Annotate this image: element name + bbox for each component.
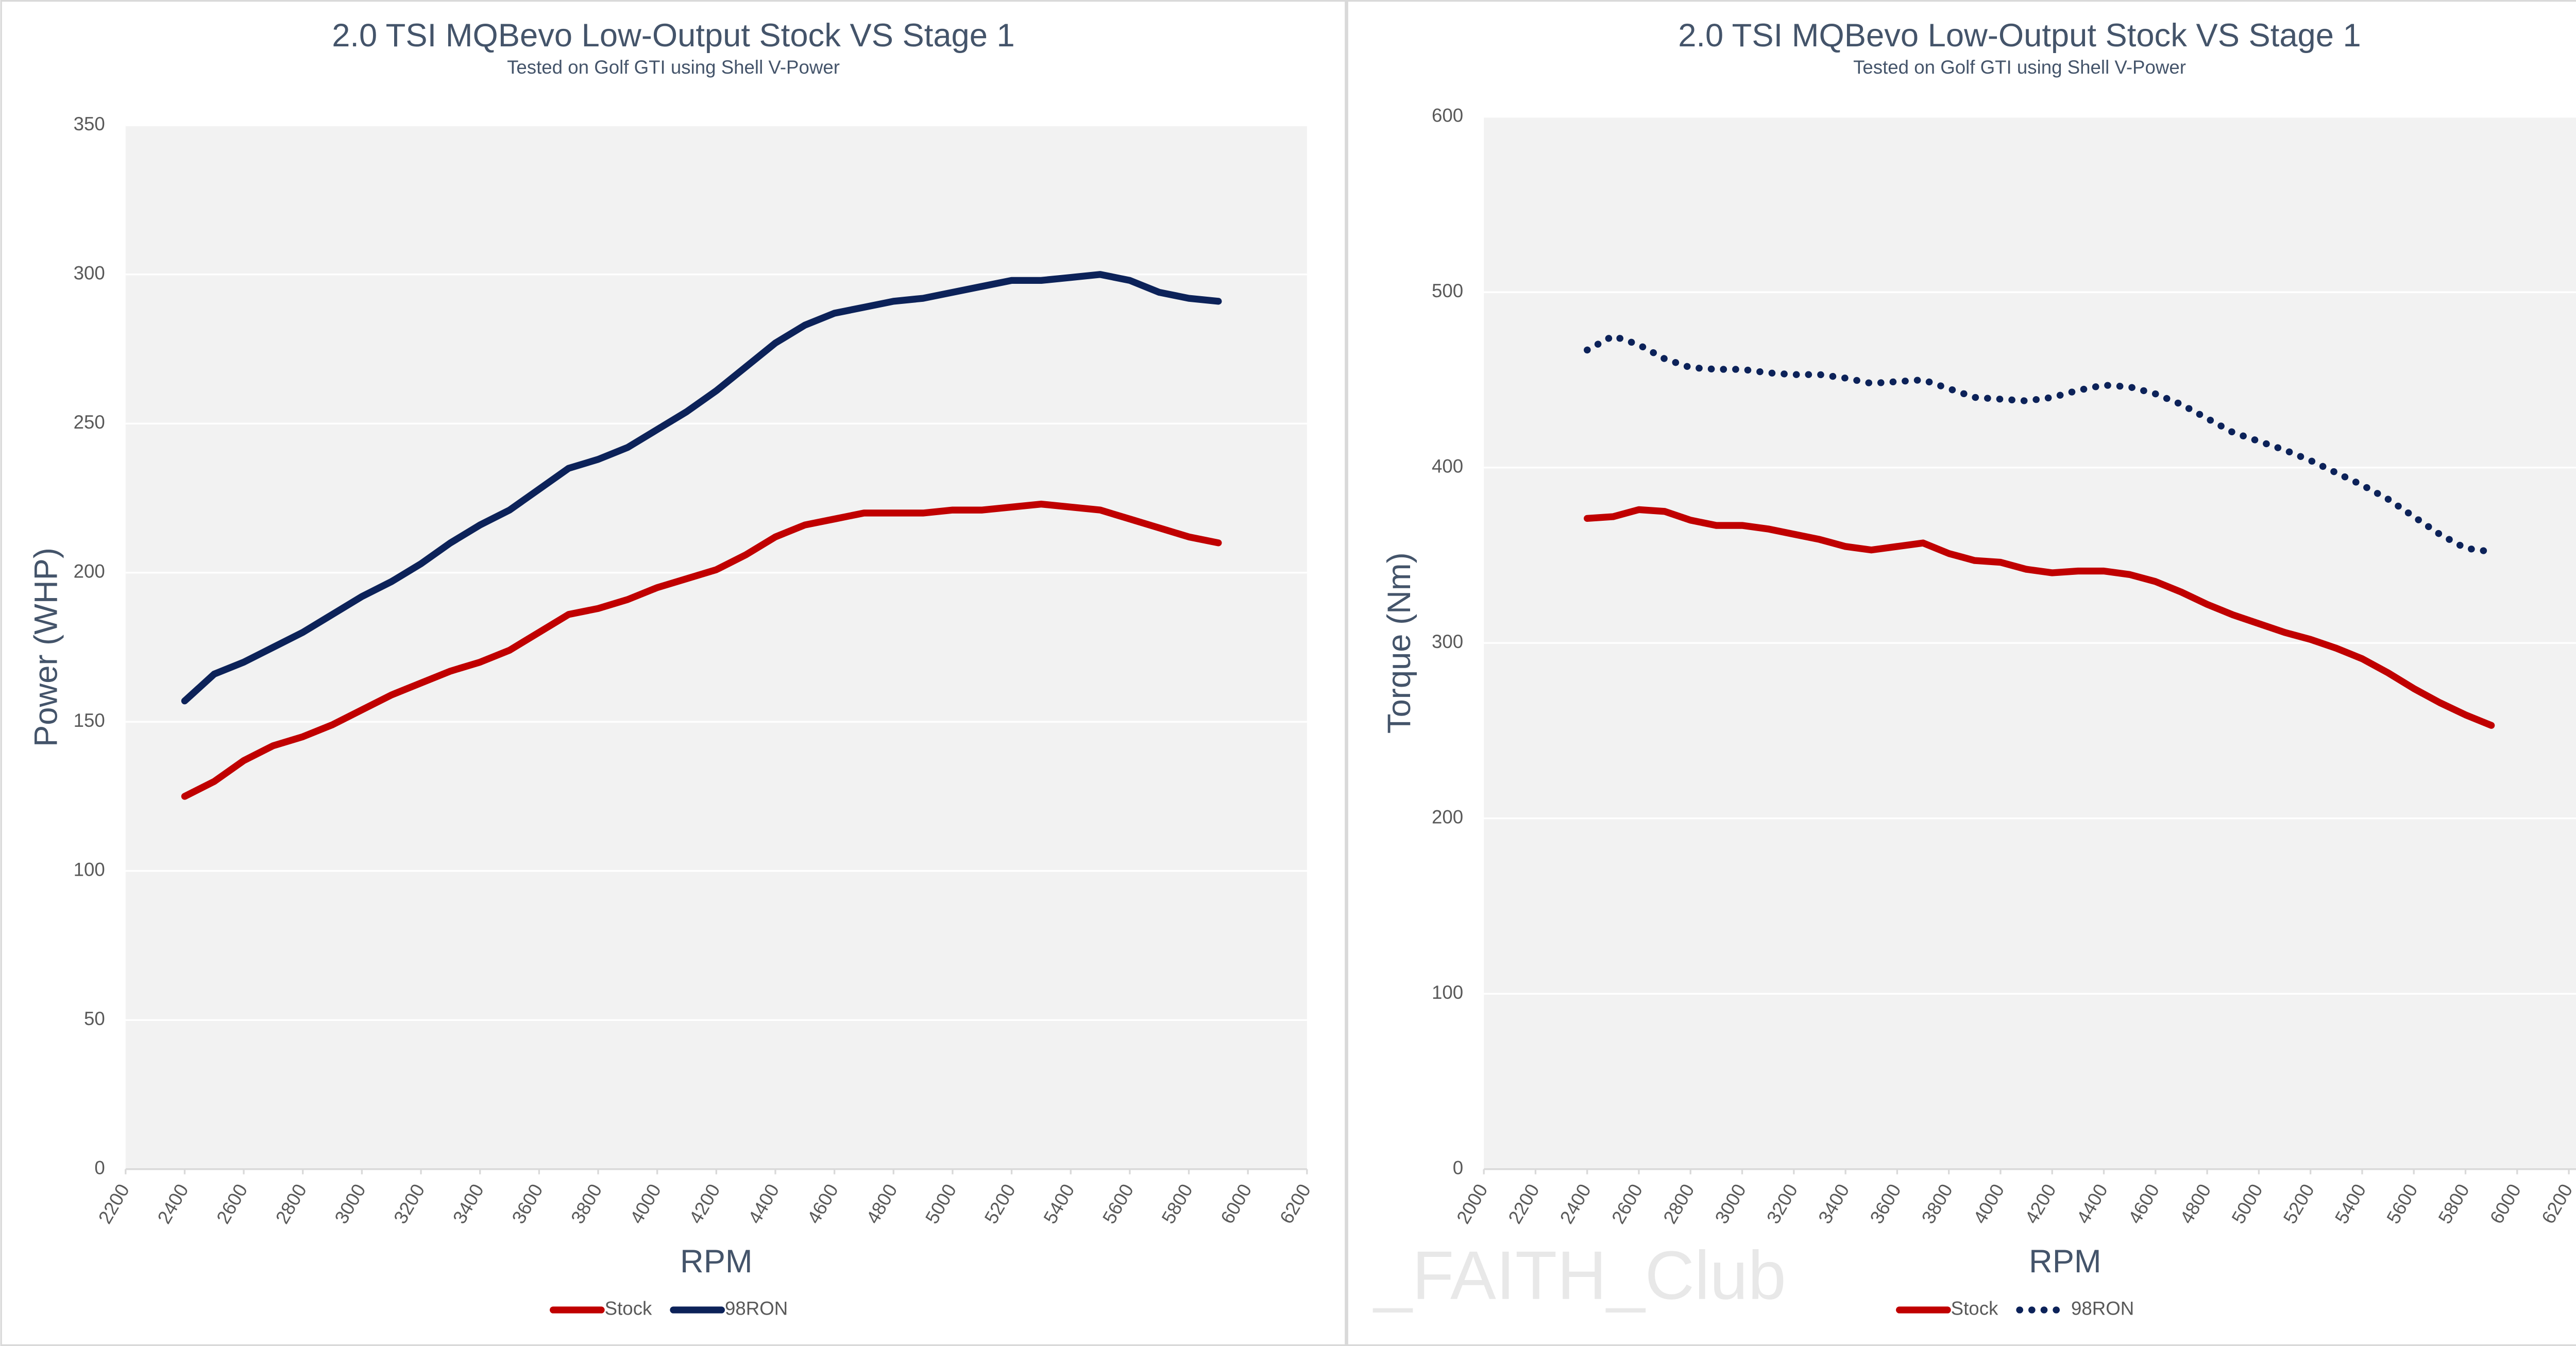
- y-tick-label: 500: [1432, 280, 1463, 301]
- legend-label: Stock: [605, 1298, 652, 1319]
- panel-border: [1346, 0, 2576, 1346]
- y-tick-label: 100: [1432, 982, 1463, 1003]
- y-tick-label: 600: [1432, 105, 1463, 126]
- y-tick-label: 250: [74, 412, 105, 433]
- y-tick-label: 300: [74, 262, 105, 283]
- data-line: [181, 500, 1222, 800]
- y-tick-label: 300: [1432, 631, 1463, 652]
- panel-border: [0, 0, 1347, 1346]
- y-tick-label: 200: [1432, 806, 1463, 827]
- y-tick-label: 50: [84, 1008, 105, 1029]
- legend-label: 98RON: [725, 1298, 788, 1319]
- plot-area: [125, 125, 1307, 1169]
- watermark: _FAITH_Club: [1372, 1237, 1786, 1314]
- chart-subtitle: Tested on Golf GTI using Shell V-Power: [1853, 57, 2186, 78]
- data-line: [1584, 332, 2495, 555]
- x-axis-label: RPM: [2029, 1243, 2102, 1280]
- y-axis-label: Power (WHP): [28, 548, 64, 747]
- legend-label: Stock: [1951, 1298, 1998, 1319]
- y-tick-label: 100: [74, 859, 105, 880]
- y-tick-label: 350: [74, 113, 105, 134]
- data-line: [181, 271, 1222, 705]
- y-axis-label: Torque (Nm): [1381, 552, 1417, 734]
- y-tick-label: 0: [1453, 1157, 1463, 1178]
- data-line: [1584, 506, 2495, 729]
- chart-title: 2.0 TSI MQBevo Low-Output Stock VS Stage…: [1678, 18, 2361, 54]
- legend-label: 98RON: [2071, 1298, 2134, 1319]
- y-tick-label: 0: [94, 1157, 105, 1178]
- y-tick-label: 150: [74, 710, 105, 731]
- x-axis-label: RPM: [680, 1243, 753, 1280]
- chart-subtitle: Tested on Golf GTI using Shell V-Power: [507, 57, 840, 78]
- y-tick-label: 400: [1432, 455, 1463, 476]
- chart-title: 2.0 TSI MQBevo Low-Output Stock VS Stage…: [332, 18, 1015, 54]
- y-tick-label: 200: [74, 560, 105, 582]
